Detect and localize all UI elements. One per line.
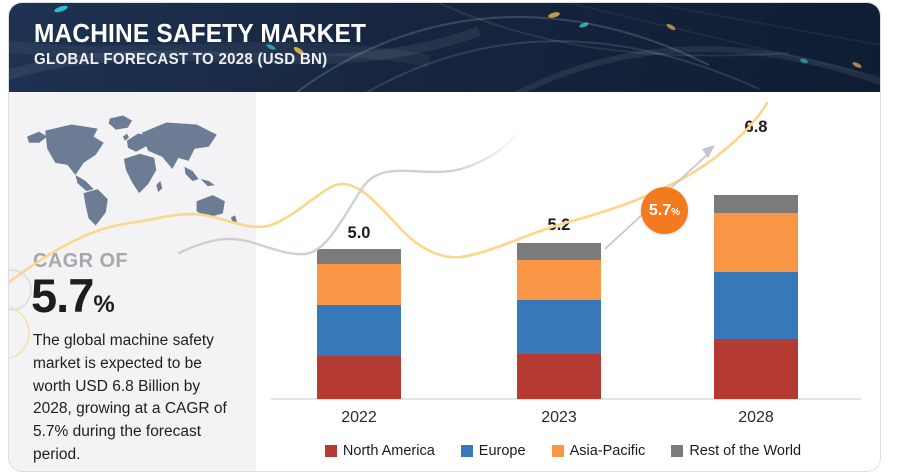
cagr-value: 5.7% — [31, 268, 115, 323]
bar-segment-north-america — [714, 339, 798, 399]
network-lines-decoration — [9, 3, 880, 92]
stacked-bar-2028 — [714, 195, 798, 399]
legend-label: North America — [342, 443, 435, 459]
stacked-bar-2023 — [517, 243, 601, 399]
legend-item-asia-pacific: Asia-Pacific — [551, 443, 646, 459]
bar-segment-north-america — [517, 354, 601, 399]
percent-sign: % — [93, 291, 115, 318]
chart-legend: North America Europe Asia-Pacific Rest of t… — [256, 443, 870, 459]
legend-item-north-america: North America — [324, 443, 435, 459]
total-label-2023: 5.2 — [547, 216, 571, 234]
cagr-badge-percent: % — [671, 206, 681, 218]
x-axis-label-2023: 2023 — [541, 409, 577, 426]
header-banner: MACHINE SAFETY MARKET GLOBAL FORECAST TO… — [9, 3, 880, 92]
infographic-card: MACHINE SAFETY MARKET GLOBAL FORECAST TO… — [8, 2, 881, 472]
total-label-2022: 5.0 — [347, 224, 371, 242]
total-label-2028: 6.8 — [744, 118, 768, 136]
market-summary-text: The global machine safety market is expe… — [33, 332, 227, 463]
cagr-badge: 5.7 % — [641, 187, 688, 234]
x-axis-label-2028: 2028 — [738, 409, 774, 426]
bar-segment-asia-pacific — [517, 259, 601, 300]
stacked-bar-2022 — [317, 249, 401, 399]
bar-segment-north-america — [317, 355, 401, 399]
report-title: MACHINE SAFETY MARKET — [34, 18, 367, 48]
world-map — [27, 115, 237, 226]
bar-segment-europe — [714, 271, 798, 339]
bar-segment-rest-of-the-world — [317, 249, 401, 264]
legend-item-rest-of-the-world: Rest of the World — [671, 443, 801, 459]
bar-segment-europe — [517, 300, 601, 354]
legend-swatch — [671, 445, 684, 457]
legend-swatch — [551, 445, 564, 457]
bar-segment-asia-pacific — [317, 264, 401, 305]
bar-segment-rest-of-the-world — [517, 243, 601, 260]
legend-label: Europe — [478, 443, 526, 459]
report-subtitle: GLOBAL FORECAST TO 2028 (USD BN) — [34, 50, 328, 68]
cagr-badge-value: 5.7 — [648, 201, 672, 219]
legend-swatch — [324, 445, 337, 457]
summary-sidebar: CAGR OF 5.7% The global machine safety m… — [9, 92, 256, 471]
bar-segment-rest-of-the-world — [714, 195, 798, 213]
legend-item-europe: Europe — [460, 443, 526, 459]
x-axis-line — [271, 398, 861, 400]
x-axis-label-2022: 2022 — [341, 409, 377, 426]
bar-segment-asia-pacific — [714, 213, 798, 272]
legend-label: Asia-Pacific — [569, 443, 646, 459]
legend-swatch — [460, 445, 473, 457]
bar-segment-europe — [317, 304, 401, 356]
cagr-number: 5.7 — [31, 269, 94, 322]
legend-label: Rest of the World — [689, 443, 802, 459]
chart-area: 5.0 5.2 6.8 2022 2023 2028 North America Euro… — [256, 92, 880, 471]
